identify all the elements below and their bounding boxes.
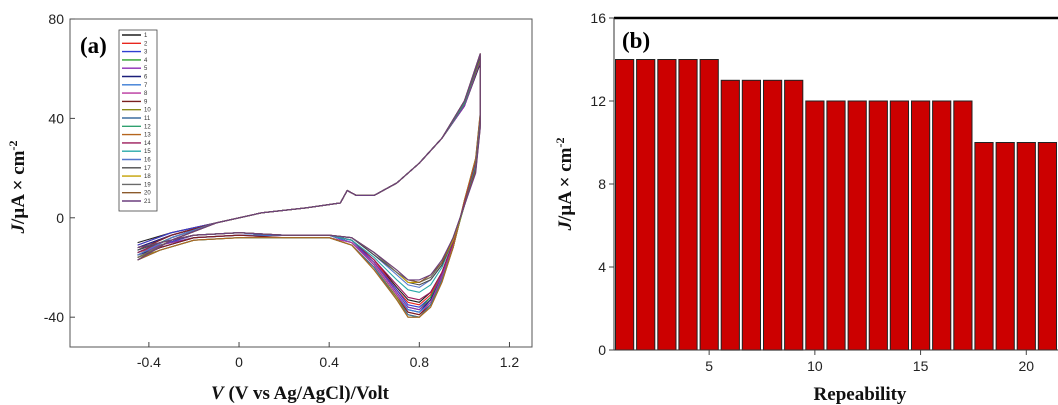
cv-series-16 [137, 55, 481, 288]
cv-legend-label: 20 [144, 191, 151, 197]
cv-legend-label: 4 [144, 58, 148, 64]
cv-axis-ticks: -0.4 0 0.4 0.8 1.2 -40 0 40 80 [44, 11, 520, 370]
cv-legend-label: 11 [144, 116, 151, 122]
cv-legend-label: 19 [144, 182, 151, 188]
cv-legend-label: 12 [144, 124, 151, 130]
bar-ylabel: J/µA × cm-2 [553, 138, 576, 232]
cv-legend-label: 9 [144, 99, 148, 105]
repeatability-bar-5 [699, 59, 719, 351]
cv-x-tick-label: 0.4 [319, 354, 339, 370]
bar-panel-label: (b) [622, 28, 650, 53]
cv-legend-label: 21 [144, 199, 151, 205]
bar-x-tick-label: 5 [705, 358, 713, 374]
cv-plot-frame [69, 18, 533, 348]
cv-x-tick-label: 0.8 [410, 354, 430, 370]
cv-legend-label: 2 [144, 41, 148, 47]
cv-legend-label: 17 [144, 166, 151, 172]
cv-series-17 [137, 55, 481, 286]
cv-series-4 [137, 60, 481, 311]
cv-legend-label: 15 [144, 149, 151, 155]
cv-legend-label: 10 [144, 108, 151, 114]
bar-y-tick-label: 16 [590, 10, 606, 26]
cv-series-18 [137, 53, 481, 283]
repeatability-bar-16 [932, 100, 952, 351]
cv-legend-label: 16 [144, 158, 151, 164]
cv-legend-label: 7 [144, 83, 148, 89]
cv-y-tick-label: 40 [48, 110, 64, 126]
cv-legend-label: 18 [144, 174, 151, 180]
cv-x-tick-label: 0 [235, 354, 243, 370]
cv-xlabel: V (V vs Ag/AgCl)/Volt [211, 383, 390, 404]
cv-series-21 [137, 53, 481, 281]
cv-legend-label: 5 [144, 66, 148, 72]
repeatability-bar-17 [953, 100, 973, 351]
cv-series-15 [137, 55, 481, 293]
cv-series-14 [137, 55, 481, 301]
bar-x-tick-label: 10 [807, 358, 823, 374]
cv-legend-label: 8 [144, 91, 148, 97]
cv-curves [137, 53, 481, 318]
bar-y-tick-label: 8 [598, 176, 606, 192]
repeatability-bar-10 [805, 100, 825, 351]
repeatability-bar-14 [889, 100, 909, 351]
cv-legend-label: 3 [144, 50, 148, 56]
repeatability-bar-15 [911, 100, 931, 351]
bar-xlabel: Repeability [814, 384, 907, 405]
repeatability-panel: 5 10 15 20 0 4 8 12 16 (b) Repeability J/µA × cm… [553, 10, 1058, 405]
repeatability-bar-12 [847, 100, 867, 351]
cv-series-6 [137, 58, 481, 313]
repeatability-bar-13 [868, 100, 888, 351]
repeatability-bar-9 [784, 79, 804, 351]
bar-axis-ticks: 5 10 15 20 0 4 8 12 16 [590, 10, 1034, 374]
repeatability-bars [615, 59, 1058, 351]
repeatability-bar-18 [974, 142, 994, 351]
repeatability-bar-8 [763, 79, 783, 351]
repeatability-bar-2 [636, 59, 656, 351]
repeatability-bar-4 [678, 59, 698, 351]
cv-y-tick-label: 0 [56, 210, 64, 226]
cv-y-tick-label: 80 [48, 11, 64, 27]
repeatability-bar-3 [657, 59, 677, 351]
cv-series-2 [137, 60, 481, 306]
cv-ylabel: J/µA × cm-2 [6, 141, 29, 235]
bar-x-tick-label: 15 [913, 358, 929, 374]
repeatability-bar-1 [615, 59, 635, 351]
cv-series-7 [137, 58, 481, 313]
cv-series-5 [137, 60, 481, 311]
cv-x-tick-label: -0.4 [137, 354, 161, 370]
repeatability-bar-19 [995, 142, 1015, 351]
cv-legend-label: 13 [144, 133, 151, 139]
cv-series-1 [137, 63, 481, 303]
bar-y-tick-label: 12 [590, 93, 606, 109]
cv-series-19 [137, 53, 481, 283]
cv-series-20 [137, 53, 481, 283]
bar-x-tick-label: 20 [1018, 358, 1034, 374]
cv-x-tick-label: 1.2 [500, 354, 520, 370]
repeatability-bar-20 [1016, 142, 1036, 351]
cv-series-3 [137, 60, 481, 308]
cv-y-tick-label: -40 [44, 309, 64, 325]
repeatability-bar-21 [1037, 142, 1058, 351]
cv-legend-label: 6 [144, 75, 148, 81]
bar-y-tick-label: 0 [598, 342, 606, 358]
repeatability-bar-11 [826, 100, 846, 351]
cv-legend-label: 1 [144, 33, 148, 39]
cv-legend-label: 14 [144, 141, 151, 147]
repeatability-bar-7 [741, 79, 761, 351]
cv-panel-label: (a) [80, 33, 107, 58]
repeatability-bar-6 [720, 79, 740, 351]
bar-y-tick-label: 4 [598, 259, 606, 275]
